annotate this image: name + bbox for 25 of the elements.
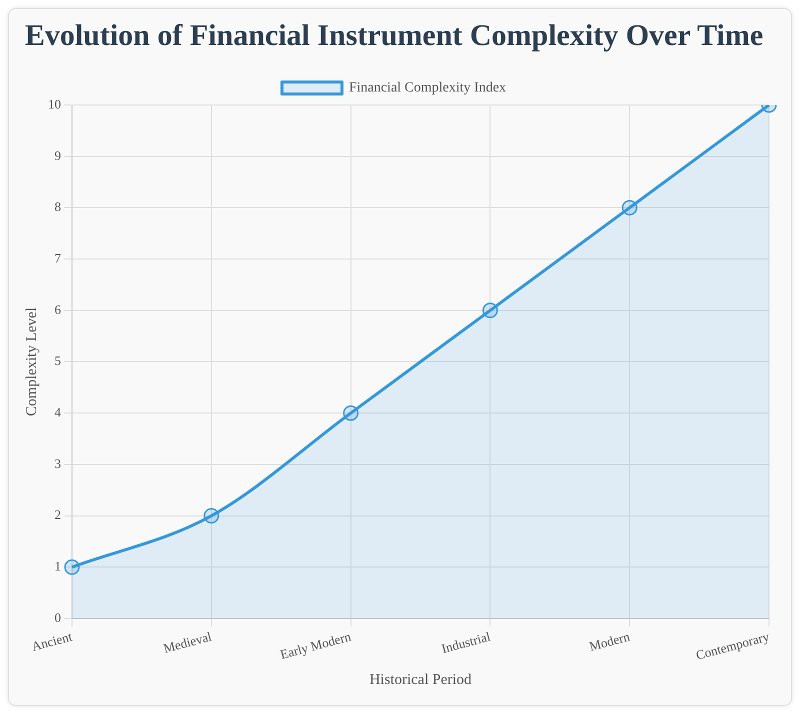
point <box>64 559 80 575</box>
x-tick-label: Medieval <box>162 628 214 656</box>
y-tick-label: 3 <box>54 456 61 471</box>
y-tick-label: 0 <box>54 610 61 625</box>
point <box>343 405 359 421</box>
point <box>482 302 498 318</box>
x-tick-label: Modern <box>588 628 632 654</box>
point <box>622 200 638 216</box>
y-tick-label: 1 <box>54 558 61 574</box>
x-tick-label: Early Modern <box>278 628 353 662</box>
y-tick-label: 7 <box>54 250 62 266</box>
y-axis-title: Complexity Level <box>24 307 40 416</box>
x-axis-title: Historical Period <box>369 672 472 688</box>
y-tick-label: 9 <box>54 148 61 163</box>
y-tick-label: 4 <box>54 404 62 420</box>
y-tick-label: 10 <box>48 96 61 112</box>
y-tick-label: 5 <box>54 353 61 368</box>
y-tick-label: 2 <box>54 507 61 522</box>
chart-title: Evolution of Financial Instrument Complexity Over Time <box>24 18 764 52</box>
point <box>204 508 220 524</box>
legend-label: Financial Complexity Index <box>348 80 506 96</box>
x-tick-label: Industrial <box>440 628 492 656</box>
x-tick-label: Ancient <box>30 628 74 654</box>
y-tick-label: 6 <box>54 302 62 317</box>
y-tick-label: 8 <box>54 199 61 214</box>
